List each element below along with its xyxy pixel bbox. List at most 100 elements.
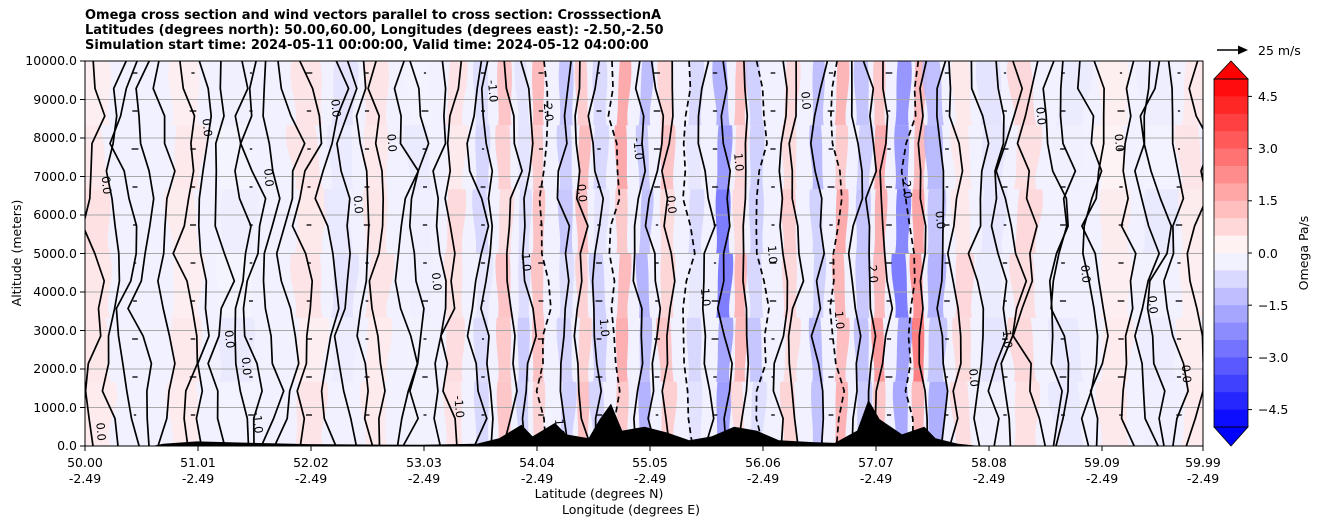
contour-line [466,61,490,446]
contour-line [874,61,894,446]
contour-line [367,61,386,446]
omega-cell [855,253,871,318]
x-tick: 57.07-2.49 [858,446,894,486]
contour-line [1185,61,1203,446]
x-tick-lon-label: -2.49 [1187,471,1219,486]
contour-label: -1.0 [698,283,714,307]
omega-cell [749,125,765,190]
contour-line [1042,61,1069,446]
omega-cell [163,189,200,254]
omega-cell [290,253,323,318]
colorbar-band [1214,148,1248,167]
x-tick-lon-label: -2.49 [973,471,1005,486]
contour-label: 2.0 [541,102,557,121]
contour-line [439,61,463,446]
contour-line [632,61,647,446]
y-tick-label: 8000.0 [33,130,77,145]
chart-title: Omega cross section and wind vectors par… [85,8,664,53]
y-tick-label: 6000.0 [33,207,77,222]
omega-cell [976,253,1003,318]
contour-line [1120,61,1137,446]
x-tick-lon-label: -2.49 [1086,471,1118,486]
x-tick: 50.00-2.49 [67,446,103,486]
colorbar-band [1214,409,1248,428]
omega-cell [688,253,705,318]
colorbar-band [1214,183,1248,202]
colorbar-band [1214,131,1248,150]
omega-cell [715,189,731,254]
contour-line [862,61,878,446]
omega-cell [1174,125,1203,190]
contour-line [535,61,552,446]
contour-line [355,61,374,446]
colorbar-band [1214,374,1248,393]
contour-line [127,61,155,446]
contour-label: 0.0 [1033,106,1049,125]
contour-line [273,61,306,446]
contour-line [1163,61,1189,446]
omega-cell [85,189,111,254]
x-tick: 54.04-2.49 [519,446,555,486]
omega-cell [809,189,824,254]
omega-cell [556,125,573,190]
omega-cell [616,253,632,318]
colorbar-bands [1214,79,1248,428]
contour-line [787,61,805,446]
omega-cell [1138,317,1177,382]
contour-line [755,61,770,446]
omega-cell [687,381,703,446]
omega-cell [219,61,261,126]
omega-cell [655,317,674,382]
colorbar-band [1214,166,1248,184]
omega-cell [211,125,253,190]
omega-cell [1055,61,1093,126]
omega-cell [331,317,360,382]
colorbar-band [1214,392,1248,411]
omega-cell [285,125,323,190]
contour-labels: 0.00.00.00.00.00.00.00.00.0-1.01.02.00.0… [93,79,1194,441]
contour-label: 0.0 [933,210,949,229]
contour-line [697,61,716,446]
contour-line [239,61,267,446]
omega-cell [170,317,203,382]
colorbar-band [1214,305,1248,324]
omega-cell [402,61,432,126]
colorbar-tick: 1.5 [1248,193,1278,208]
y-tick-label: 4000.0 [33,284,77,299]
colorbar-band [1214,79,1248,97]
contour-label: -2.0 [899,176,915,200]
x-tick-lat-label: 56.06 [745,455,781,470]
x-tick-lon-label: -2.49 [69,471,101,486]
contour-line [85,61,106,446]
omega-cell [532,381,546,446]
omega-cell [445,317,465,382]
contour-label: 0.0 [239,356,255,375]
omega-cell [1009,253,1037,318]
colorbar-band [1214,357,1248,376]
contour-label: 0.0 [93,422,109,441]
colorbar-tick-label: 0.0 [1258,246,1278,261]
omega-cell [812,253,827,318]
omega-cell [809,125,824,190]
x-tick: 52.02-2.49 [293,446,329,486]
contour-label: 0.0 [1145,295,1161,314]
y-tick: 3000.0 [33,323,85,338]
omega-cell [574,61,589,126]
omega-cell [1013,189,1043,254]
omega-cell [475,125,491,190]
colorbar-band [1214,218,1248,237]
omega-cell [894,125,910,190]
omega-cell [408,189,434,254]
y-tick: 5000.0 [33,246,85,261]
contour-line [234,61,252,446]
colorbar-band [1214,113,1248,132]
wind-vectors [131,72,1183,416]
omega-cell [558,61,574,126]
omega-cell [746,317,764,382]
x-tick-lat-label: 57.07 [858,455,894,470]
contour-line [172,61,199,446]
x-tick: 56.06-2.49 [745,446,781,486]
contour-line [556,61,572,446]
omega-cell [85,253,112,318]
